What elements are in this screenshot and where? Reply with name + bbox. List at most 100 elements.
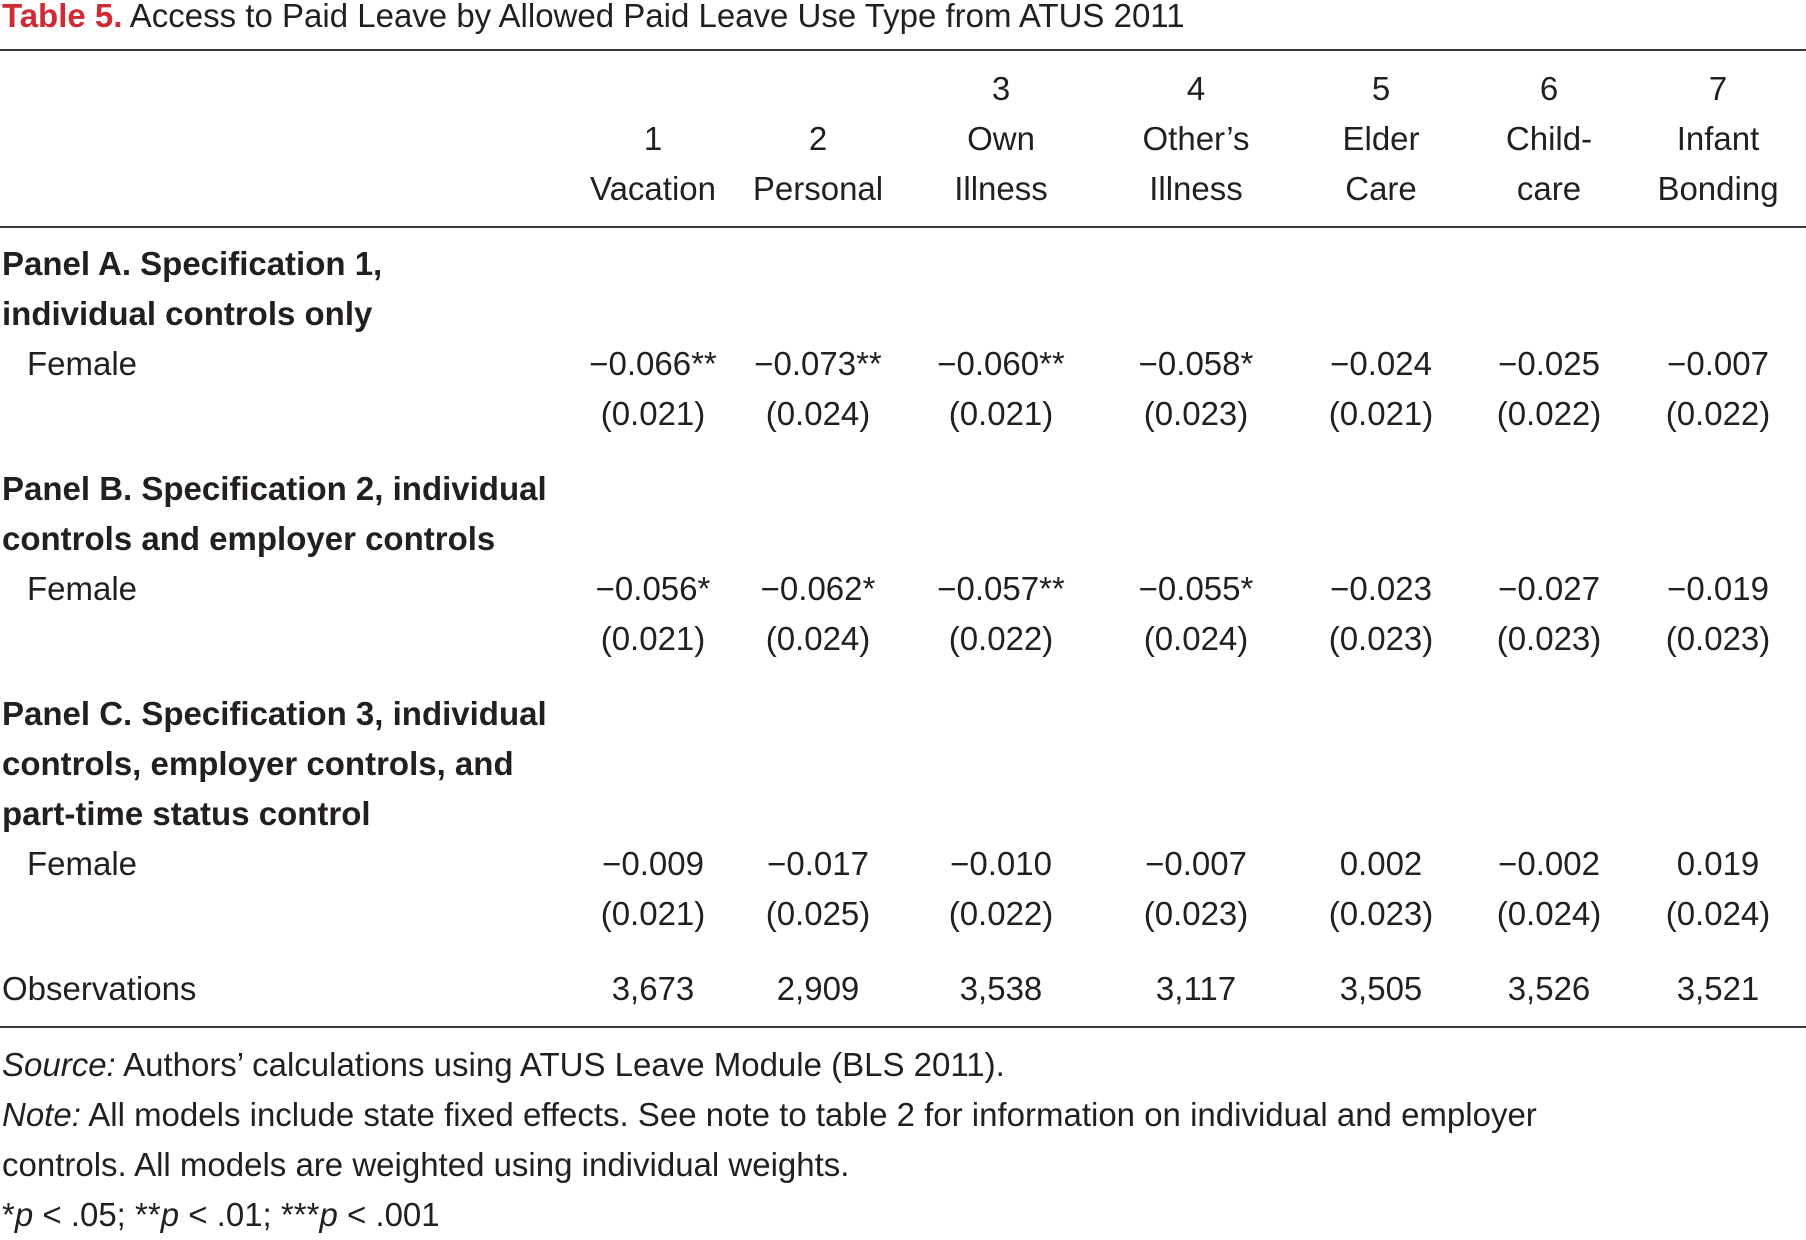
se-cell: (0.024) <box>765 395 871 432</box>
source-label: Source: <box>2 1046 116 1083</box>
se-cell: (0.023) <box>1665 620 1771 657</box>
coef-cell: −0.058* <box>1138 345 1254 382</box>
column-header-line1-3: Own <box>967 120 1035 157</box>
sig-p-1: p <box>14 1196 34 1233</box>
se-cell: (0.023) <box>1496 620 1602 657</box>
se-cell: (0.021) <box>600 895 706 932</box>
note-text-1: All models include state fixed effects. … <box>80 1096 1537 1133</box>
se-cell: (0.024) <box>1496 895 1602 932</box>
coef-cell: −0.060** <box>937 345 1065 382</box>
note-line-2: controls. All models are weighted using … <box>2 1146 850 1183</box>
column-header-line1-5: Elder <box>1342 120 1420 157</box>
sig-star-2: ** <box>135 1196 161 1233</box>
coef-cell: −0.017 <box>767 845 869 882</box>
se-cell: (0.022) <box>948 895 1054 932</box>
column-header-line1-6: Child- <box>1505 120 1593 157</box>
top-rule <box>0 49 1806 51</box>
column-number-6: 6 <box>1539 70 1559 107</box>
sig-star-1: * <box>2 1196 15 1233</box>
panel-title-a-line-1: Panel A. Specification 1, <box>2 245 383 282</box>
row-label-female: Female <box>27 570 138 607</box>
source-text: Authors’ calculations using ATUS Leave M… <box>115 1046 1005 1083</box>
observations-cell: 3,673 <box>611 970 695 1007</box>
coef-cell: 0.019 <box>1676 845 1760 882</box>
column-number-2: 2 <box>808 120 828 157</box>
panel-title-c-line-1: Panel C. Specification 3, individual <box>2 695 547 732</box>
row-label-female: Female <box>27 845 138 882</box>
sig-text-1: < .05; <box>33 1196 136 1233</box>
coef-cell: −0.056* <box>595 570 711 607</box>
column-number-3: 3 <box>991 70 1011 107</box>
se-cell: (0.021) <box>1328 395 1434 432</box>
column-number-1: 1 <box>643 120 663 157</box>
coef-cell: −0.055* <box>1138 570 1254 607</box>
sig-star-3: *** <box>280 1196 320 1233</box>
se-cell: (0.021) <box>948 395 1054 432</box>
coef-cell: −0.009 <box>602 845 704 882</box>
se-cell: (0.022) <box>1496 395 1602 432</box>
significance-line: *p < .05; **p < .01; ***p < .001 <box>2 1190 1537 1240</box>
column-header-line1-4: Other’s <box>1142 120 1250 157</box>
se-cell: (0.023) <box>1328 620 1434 657</box>
note-line-1: Note: All models include state fixed eff… <box>2 1090 1537 1140</box>
coef-cell: −0.024 <box>1330 345 1432 382</box>
table-label: Table 5. <box>2 0 123 34</box>
observations-cell: 3,505 <box>1339 970 1423 1007</box>
column-header-line2-1: Vacation <box>590 170 716 207</box>
column-header-line2-5: Care <box>1345 170 1417 207</box>
se-cell: (0.021) <box>600 620 706 657</box>
observations-label: Observations <box>2 970 197 1007</box>
coef-cell: −0.007 <box>1667 345 1769 382</box>
coef-cell: −0.062* <box>760 570 876 607</box>
panel-title-a-line-2: individual controls only <box>2 295 373 332</box>
column-number-5: 5 <box>1371 70 1391 107</box>
column-header-line2-7: Bonding <box>1657 170 1779 207</box>
source-line: Source: Authors’ calculations using ATUS… <box>2 1040 1537 1090</box>
column-number-4: 4 <box>1186 70 1206 107</box>
se-cell: (0.023) <box>1328 895 1434 932</box>
se-cell: (0.023) <box>1143 395 1249 432</box>
se-cell: (0.022) <box>1665 395 1771 432</box>
coef-cell: 0.002 <box>1339 845 1423 882</box>
panel-title-c-line-3: part-time status control <box>2 795 371 832</box>
sig-text-2: < .01; <box>179 1196 281 1233</box>
observations-cell: 3,538 <box>959 970 1043 1007</box>
column-header-line1-7: Infant <box>1676 120 1760 157</box>
observations-cell: 2,909 <box>776 970 860 1007</box>
column-header-line2-4: Illness <box>1149 170 1243 207</box>
observations-cell: 3,117 <box>1155 970 1237 1007</box>
sig-p-2: p <box>160 1196 180 1233</box>
panel-title-b-line-1: Panel B. Specification 2, individual <box>2 470 547 507</box>
coef-cell: −0.023 <box>1330 570 1432 607</box>
header-rule <box>0 226 1806 228</box>
se-cell: (0.024) <box>1143 620 1249 657</box>
row-label-female: Female <box>27 345 138 382</box>
panel-title-c-line-2: controls, employer controls, and <box>2 745 514 782</box>
table-caption: Table 5. Access to Paid Leave by Allowed… <box>2 0 1185 36</box>
observations-cell: 3,521 <box>1676 970 1760 1007</box>
se-cell: (0.025) <box>765 895 871 932</box>
coef-cell: −0.073** <box>754 345 882 382</box>
column-header-line2-6: care <box>1516 170 1582 207</box>
se-cell: (0.021) <box>600 395 706 432</box>
column-header-line2-3: Illness <box>954 170 1048 207</box>
coef-cell: −0.010 <box>950 845 1052 882</box>
sig-p-3: p <box>319 1196 338 1233</box>
observations-cell: 3,526 <box>1507 970 1591 1007</box>
se-cell: (0.023) <box>1143 895 1249 932</box>
coef-cell: −0.007 <box>1145 845 1247 882</box>
table-title: Access to Paid Leave by Allowed Paid Lea… <box>129 0 1185 34</box>
se-cell: (0.024) <box>1665 895 1771 932</box>
table-notes: Source: Authors’ calculations using ATUS… <box>2 1040 1537 1240</box>
bottom-rule <box>0 1026 1806 1028</box>
coef-cell: −0.025 <box>1498 345 1600 382</box>
sig-text-3: < .001 <box>337 1196 440 1233</box>
coef-cell: −0.027 <box>1498 570 1600 607</box>
coef-cell: −0.066** <box>589 345 717 382</box>
note-label: Note: <box>2 1096 81 1133</box>
se-cell: (0.022) <box>948 620 1054 657</box>
panel-title-b-line-2: controls and employer controls <box>2 520 496 557</box>
coef-cell: −0.002 <box>1498 845 1600 882</box>
column-header-line2-2: Personal <box>752 170 884 207</box>
